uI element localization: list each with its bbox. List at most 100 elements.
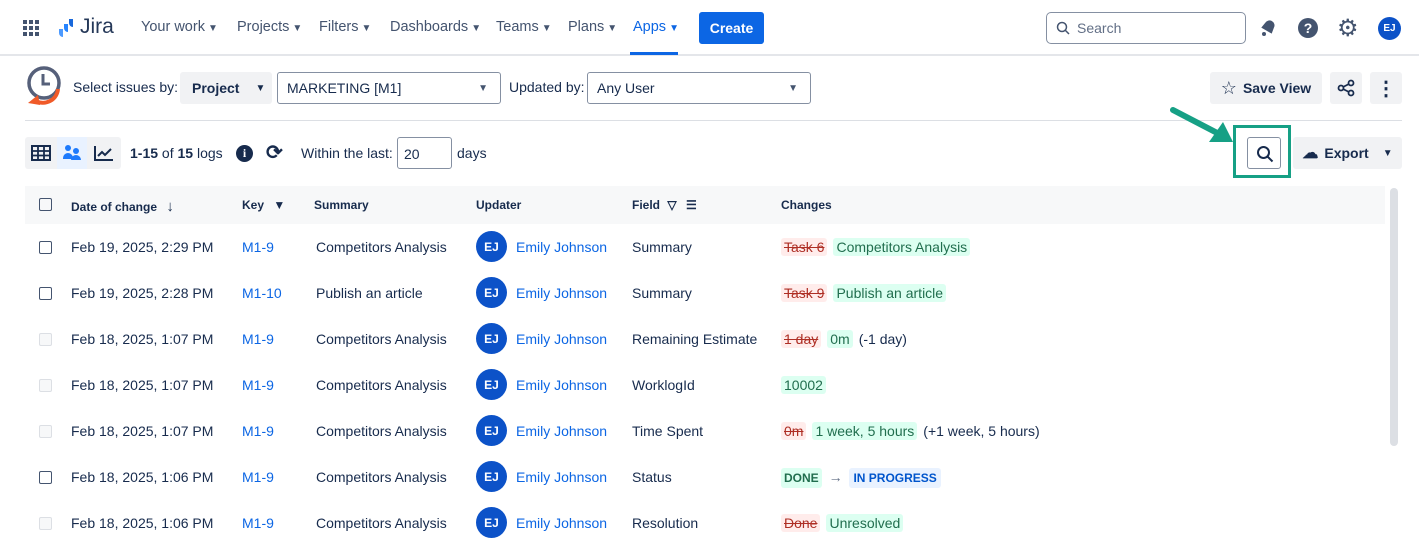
nav-your-work[interactable]: Your work ▼ <box>141 19 218 35</box>
nav-teams[interactable]: Teams ▼ <box>496 19 552 35</box>
notifications-bell-icon[interactable] <box>1258 18 1278 38</box>
updater-name-link[interactable]: Emily Johnson <box>516 423 608 439</box>
create-button[interactable]: Create <box>699 12 764 44</box>
nav-label: Dashboards <box>390 19 469 35</box>
updater-avatar[interactable]: EJ <box>476 461 507 492</box>
divider <box>25 120 1402 121</box>
more-actions-button[interactable]: ⋮ <box>1370 72 1402 104</box>
row-checkbox[interactable] <box>39 471 52 484</box>
within-days-input[interactable]: 20 <box>397 137 452 169</box>
updater-avatar[interactable]: EJ <box>476 277 507 308</box>
new-value: Competitors Analysis <box>833 238 971 256</box>
nav-label: Your work <box>141 19 205 35</box>
table-scrollbar[interactable] <box>1390 188 1398 446</box>
change-delta: (-1 day) <box>858 331 907 347</box>
header-field[interactable]: Field ▽ ☰ <box>632 198 697 212</box>
chevron-down-icon: ▼ <box>207 23 218 34</box>
updater-name-link[interactable]: Emily Johnson <box>516 331 608 347</box>
info-icon[interactable]: i <box>236 145 253 162</box>
nav-filters[interactable]: Filters ▼ <box>319 19 371 35</box>
user-avatar[interactable]: EJ <box>1378 17 1401 40</box>
updated-by-dropdown[interactable]: Any User ▼ <box>587 72 811 104</box>
issue-key-link[interactable]: M1-9 <box>242 331 274 347</box>
row-checkbox <box>39 333 52 346</box>
chevron-down-icon: ▼ <box>1382 147 1393 159</box>
refresh-icon[interactable]: ⟳ <box>266 142 283 164</box>
project-dropdown[interactable]: MARKETING [M1] ▼ <box>277 72 501 104</box>
nav-label: Teams <box>496 19 539 35</box>
issue-key-link[interactable]: M1-9 <box>242 469 274 485</box>
issue-summary: Competitors Analysis <box>316 331 447 347</box>
filter-filled-icon[interactable]: ▼ <box>273 198 286 212</box>
search-logs-button[interactable] <box>1247 137 1281 169</box>
updater-avatar[interactable]: EJ <box>476 415 507 446</box>
chart-view-icon[interactable] <box>94 145 114 161</box>
table-row: Feb 19, 2025, 2:28 PM M1-10 Publish an a… <box>25 270 1385 316</box>
header-date[interactable]: Date of change ↓ <box>71 198 174 215</box>
nav-dashboards[interactable]: Dashboards ▼ <box>390 19 481 35</box>
select-by-dropdown[interactable]: Project ▼ <box>180 72 272 104</box>
user-view-icon[interactable] <box>57 137 87 169</box>
settings-gear-icon[interactable]: ⚙ <box>1337 15 1359 42</box>
table-row: Feb 18, 2025, 1:06 PM M1-9 Competitors A… <box>25 454 1385 500</box>
brand-name[interactable]: Jira <box>80 15 114 38</box>
header-key[interactable]: Key ▼ <box>242 198 285 212</box>
chevron-down-icon: ▼ <box>541 23 552 34</box>
sliders-icon[interactable]: ☰ <box>685 198 697 212</box>
date-of-change: Feb 19, 2025, 2:29 PM <box>71 239 214 255</box>
count-unit: logs <box>196 145 223 161</box>
updater-avatar[interactable]: EJ <box>476 507 507 538</box>
jira-logo-icon[interactable] <box>53 17 75 39</box>
updater-avatar[interactable]: EJ <box>476 369 507 400</box>
sort-down-icon[interactable]: ↓ <box>166 198 174 215</box>
table-row: Feb 18, 2025, 1:07 PM M1-9 Competitors A… <box>25 408 1385 454</box>
issue-key-link[interactable]: M1-10 <box>242 285 282 301</box>
changes-cell: Task 6 Competitors Analysis <box>781 238 976 256</box>
updater-avatar[interactable]: EJ <box>476 231 507 262</box>
changes-cell: DONE → IN PROGRESS <box>781 468 941 488</box>
issue-summary: Competitors Analysis <box>316 423 447 439</box>
help-icon[interactable]: ? <box>1298 18 1318 38</box>
row-checkbox[interactable] <box>39 241 52 254</box>
search-icon <box>1257 146 1274 163</box>
app-switcher-icon[interactable] <box>23 20 39 36</box>
export-button[interactable]: ☁ Export ▼ <box>1293 137 1402 169</box>
issue-key-link[interactable]: M1-9 <box>242 423 274 439</box>
days-label: days <box>457 145 487 161</box>
changes-cell: 1 day 0m (-1 day) <box>781 330 907 348</box>
updater-name-link[interactable]: Emily Johnson <box>516 377 608 393</box>
updater-name-link[interactable]: Emily Johnson <box>516 469 608 485</box>
field-name: Remaining Estimate <box>632 331 758 347</box>
chevron-down-icon: ▼ <box>292 23 303 34</box>
count-total: 15 <box>177 145 194 161</box>
old-value: 1 day <box>781 330 822 348</box>
updater-name-link[interactable]: Emily Johnson <box>516 285 608 301</box>
row-checkbox <box>39 425 52 438</box>
updater-name-link[interactable]: Emily Johnson <box>516 515 608 531</box>
nav-label: Plans <box>568 19 605 35</box>
save-view-button[interactable]: ☆ Save View <box>1210 72 1322 104</box>
nav-projects[interactable]: Projects ▼ <box>237 19 302 35</box>
issue-key-link[interactable]: M1-9 <box>242 515 274 531</box>
nav-plans[interactable]: Plans ▼ <box>568 19 617 35</box>
nav-label: Apps <box>633 19 667 35</box>
filter-icon[interactable]: ▽ <box>667 198 677 212</box>
old-value: 0m <box>781 422 807 440</box>
updater-avatar[interactable]: EJ <box>476 323 507 354</box>
select-all-checkbox[interactable] <box>39 198 52 211</box>
issue-key-link[interactable]: M1-9 <box>242 377 274 393</box>
changes-cell: 0m 1 week, 5 hours (+1 week, 5 hours) <box>781 422 1040 440</box>
issue-summary: Competitors Analysis <box>316 469 447 485</box>
search-input[interactable]: Search <box>1046 12 1246 44</box>
table-view-icon[interactable] <box>31 145 51 161</box>
field-name: Resolution <box>632 515 699 531</box>
issue-summary: Competitors Analysis <box>316 515 447 531</box>
row-checkbox[interactable] <box>39 287 52 300</box>
share-button[interactable] <box>1330 72 1362 104</box>
nav-apps[interactable]: Apps ▼ <box>633 19 679 35</box>
log-count: 1-15 of 15 logs <box>130 145 223 161</box>
field-name: WorklogId <box>632 377 695 393</box>
status-to-lozenge: IN PROGRESS <box>849 468 941 488</box>
issue-key-link[interactable]: M1-9 <box>242 239 274 255</box>
updater-name-link[interactable]: Emily Johnson <box>516 239 608 255</box>
